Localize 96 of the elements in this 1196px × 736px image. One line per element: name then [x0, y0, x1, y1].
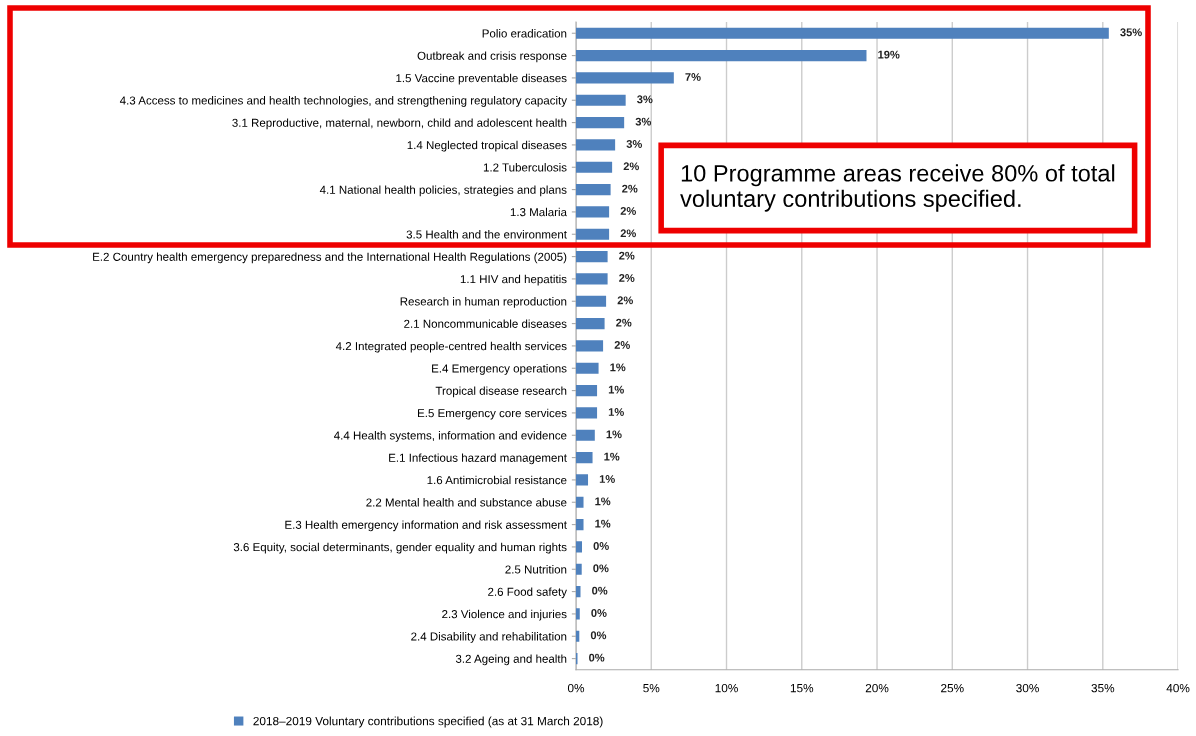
x-tick-label: 20% — [865, 683, 889, 693]
y-tick-label: E.1 Infectious hazard management — [389, 453, 567, 465]
data-label: 2% — [623, 162, 639, 171]
y-tick-label: 4.1 National health policies, strategies and plans — [319, 185, 567, 197]
bar — [575, 452, 593, 464]
data-label: 2% — [614, 341, 630, 349]
bar — [575, 117, 625, 129]
bar — [575, 541, 583, 553]
bar — [575, 519, 584, 531]
x-tick-label: 15% — [790, 684, 814, 693]
bar — [575, 184, 611, 196]
annotation: 10 Programme areas receive 80% of total voluntary contributions specified. — [680, 164, 1115, 212]
bar — [575, 206, 610, 218]
x-tick-label: 10% — [715, 683, 738, 693]
data-label: 19% — [878, 50, 900, 59]
bar — [575, 139, 616, 151]
data-label: 1% — [608, 408, 624, 416]
data-label: 1% — [606, 430, 622, 439]
data-label: 2% — [620, 207, 636, 215]
data-label: 2% — [616, 318, 632, 327]
bar — [575, 407, 598, 419]
data-label: 1% — [610, 363, 626, 372]
data-label: 3% — [637, 95, 653, 104]
y-tick-label: E.2 Country health emergency preparedness and the International Health Regulations (2005) — [93, 252, 567, 264]
bar — [575, 94, 626, 106]
y-tick-label: 3.1 Reproductive, maternal, newborn, child and adolescent health — [232, 118, 567, 130]
y-tick-label: 1.6 Antimicrobial resistance — [427, 475, 567, 485]
data-label: 0% — [592, 586, 608, 595]
bar — [575, 295, 607, 307]
y-tick-label: 2.1 Noncommunicable diseases — [404, 319, 567, 328]
data-label: 1% — [595, 497, 611, 506]
data-label: 35% — [1120, 28, 1142, 37]
data-label: 0% — [589, 653, 605, 662]
x-tick-label: 40% — [1166, 683, 1190, 693]
x-tick-label: 35% — [1091, 683, 1115, 693]
y-tick-label: 3.5 Health and the environment — [406, 230, 567, 239]
y-tick-label: 3.2 Ageing and health — [455, 654, 567, 666]
bar — [575, 474, 589, 486]
data-label: 1% — [608, 385, 624, 394]
data-label: 0% — [593, 542, 609, 550]
data-label: 3% — [626, 140, 643, 148]
y-tick-label: 4.3 Access to medicines and health technologies, and strengthening regulatory capacity — [119, 96, 567, 107]
bar — [575, 318, 605, 330]
y-tick-label: Research in human reproduction — [400, 297, 567, 308]
y-tick-label: 1.5 Vaccine preventable diseases — [396, 73, 567, 85]
bar — [575, 161, 613, 173]
data-label: 2% — [619, 274, 635, 282]
data-label: 2% — [617, 296, 633, 305]
bar — [575, 563, 582, 575]
bar — [575, 608, 580, 620]
bar — [575, 50, 867, 62]
data-label: 1% — [604, 452, 620, 461]
data-label: 1% — [595, 519, 611, 528]
y-tick-label: E.3 Health emergency information and risk assessment — [285, 520, 567, 532]
y-tick-label: 1.4 Neglected tropical diseases — [407, 140, 567, 152]
legend-label: 2018–2019 Voluntary contributions specified (as at 31 March 2018) — [253, 716, 603, 728]
bar — [575, 340, 604, 352]
data-label: 0% — [593, 564, 609, 573]
bar — [575, 228, 610, 240]
y-tick-label: 1.2 Tuberculosis — [483, 163, 567, 172]
bar — [575, 496, 584, 508]
y-tick-label: E.4 Emergency operations — [432, 364, 567, 375]
y-tick-label: Outbreak and crisis response — [417, 51, 567, 63]
y-tick-label: 2.2 Mental health and substance abuse — [366, 498, 567, 507]
bar — [575, 27, 1109, 39]
data-label: 0% — [591, 609, 607, 617]
x-tick-label: 30% — [1016, 683, 1039, 693]
data-label: 0% — [590, 631, 607, 640]
data-label: 3% — [635, 117, 652, 126]
bar — [575, 586, 581, 598]
x-tick-label: 5% — [643, 684, 660, 693]
y-tick-label: E.5 Emergency core services — [418, 408, 567, 420]
y-tick-label: 4.4 Health systems, information and evidence — [334, 431, 567, 442]
y-tick-label: 1.1 HIV and hepatitis — [460, 274, 567, 286]
bar — [575, 385, 598, 397]
y-tick-label: Tropical disease research — [435, 386, 567, 398]
bar — [575, 362, 599, 374]
data-label: 1% — [599, 475, 615, 483]
data-label: 2% — [620, 229, 636, 238]
data-label: 2% — [619, 251, 635, 260]
bar — [575, 72, 674, 84]
bar — [575, 251, 608, 263]
y-tick-label: 3.6 Equity, social determinants, gender equality and human rights — [233, 542, 567, 554]
x-tick-label: 25% — [941, 683, 964, 693]
x-tick-label: 0% — [567, 683, 585, 693]
data-label: 7% — [685, 73, 701, 81]
y-tick-label: 2.6 Food safety — [488, 587, 567, 599]
bar — [575, 273, 608, 285]
y-tick-label: 2.5 Nutrition — [505, 565, 567, 574]
y-tick-label: 2.3 Violence and injuries — [442, 609, 567, 621]
y-tick-label: 4.2 Integrated people-centred health services — [335, 341, 567, 353]
data-label: 2% — [622, 184, 638, 193]
bar — [575, 429, 595, 441]
y-tick-label: 2.4 Disability and rehabilitation — [411, 632, 567, 643]
y-tick-label: Polio eradication — [482, 29, 567, 38]
y-tick-label: 1.3 Malaria — [510, 207, 567, 217]
